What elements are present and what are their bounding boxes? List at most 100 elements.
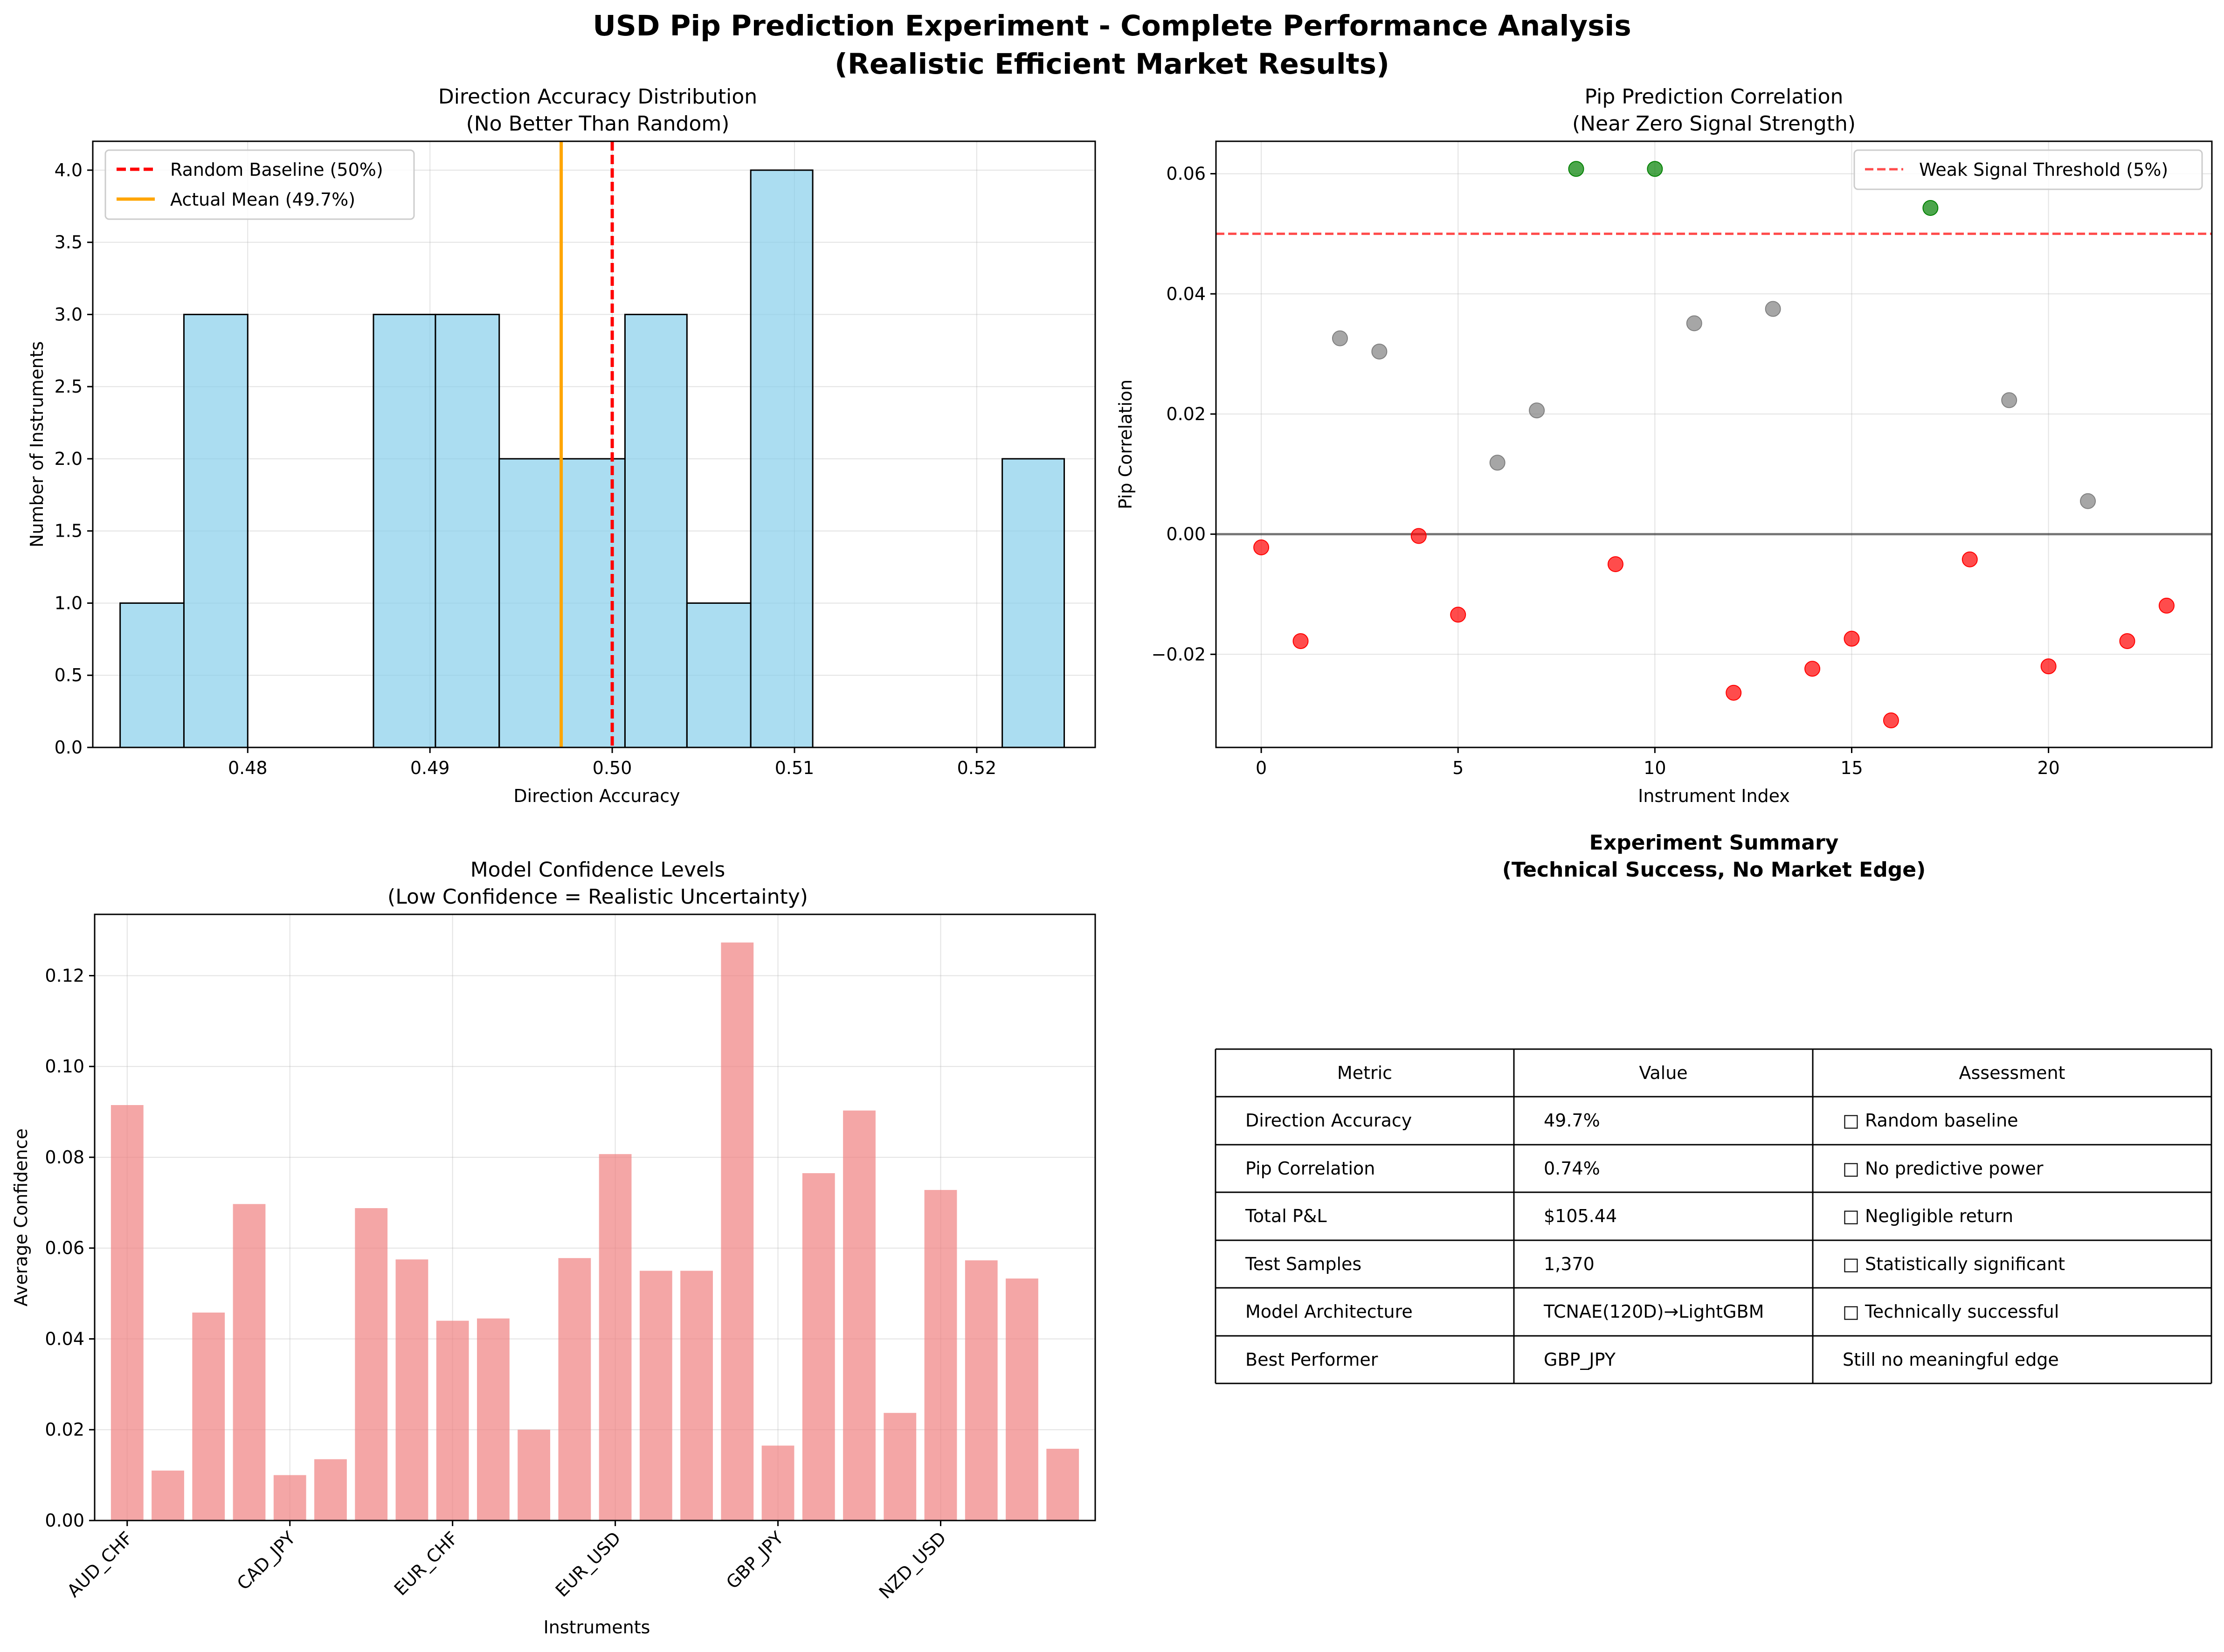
p2-ytick-label: 0.04 (1166, 283, 1206, 304)
p1-ytick-label: 1.0 (55, 593, 83, 613)
p1-hist-bar (560, 458, 626, 748)
p1-hist-bar (183, 313, 249, 748)
p2-xtick-label: 5 (1452, 758, 1464, 778)
p2-point (1647, 161, 1663, 177)
p1-legend: Random Baseline (50%) Actual Mean (49.7%… (104, 149, 415, 220)
table-cell: □ Random baseline (1843, 1110, 2018, 1131)
direction-accuracy-chart: Direction Accuracy Distribution (No Bett… (27, 85, 1096, 806)
p1-ytick-label: 0.5 (55, 665, 83, 685)
table-cell: □ Statistically significant (1843, 1254, 2065, 1274)
table-header-cell: Value (1639, 1063, 1687, 1083)
p3-confidence-bar (355, 1208, 388, 1521)
p1-ytick-label: 1.5 (55, 521, 83, 541)
table-header-cell: Metric (1337, 1063, 1392, 1083)
p3-ytick-label: 0.10 (45, 1056, 84, 1077)
p3-ytick-label: 0.12 (45, 965, 84, 986)
p3-confidence-bar (599, 1154, 632, 1521)
table-cell: 49.7% (1544, 1110, 1600, 1131)
p2-ytick-label: 0.06 (1166, 164, 1206, 184)
p2-legend-label-threshold: Weak Signal Threshold (5%) (1919, 159, 2168, 180)
p2-point (1371, 343, 1388, 359)
p4-title: Experiment Summary (1589, 831, 1839, 855)
p2-point (1962, 551, 1978, 567)
p2-point (1686, 315, 1702, 332)
p2-xtick-label: 0 (1256, 758, 1267, 778)
table-cell: Still no meaningful edge (1843, 1349, 2059, 1370)
summary-table: Metric Value Assessment Direction Accuracy 4… (1215, 1048, 2212, 1384)
p2-xtick-label: 15 (1840, 758, 1863, 778)
p1-ytick-label: 0.0 (55, 737, 83, 758)
p1-title: Direction Accuracy Distribution (438, 85, 757, 109)
p2-reference-lines (1216, 232, 2212, 536)
p3-confidence-bar (273, 1475, 306, 1521)
p2-ytick-label: 0.02 (1166, 404, 1206, 424)
table-cell: 1,370 (1544, 1254, 1595, 1274)
p1-hist-bar (435, 313, 500, 748)
p2-point (1332, 330, 1348, 346)
p1-legend-label-baseline: Random Baseline (50%) (170, 159, 383, 180)
p3-confidence-bar (518, 1430, 551, 1521)
p2-x-ticks: 0 5 10 15 20 (1256, 747, 2060, 778)
p2-point (1607, 556, 1623, 573)
p3-ylabel: Average Confidence (11, 1128, 31, 1306)
p3-confidence-bar (1046, 1449, 1079, 1521)
p2-point (1253, 539, 1270, 555)
p1-axes-frame (92, 140, 1096, 748)
table-cell: GBP_JPY (1544, 1349, 1616, 1370)
p1-reference-lines (559, 141, 614, 747)
p3-confidence-bar (152, 1470, 184, 1521)
p1-ytick-label: 3.0 (55, 304, 83, 325)
p1-legend-box (104, 149, 415, 220)
p1-y-ticks: 0.0 0.5 1.0 1.5 2.0 2.5 3.0 3.5 4.0 (55, 160, 93, 758)
table-cell: □ No predictive power (1843, 1158, 2044, 1179)
p2-points (1253, 161, 2175, 729)
p4-subtitle: (Technical Success, No Market Edge) (1502, 858, 1926, 882)
p1-ylabel: Number of Instruments (27, 341, 47, 547)
p3-ytick-label: 0.04 (45, 1328, 84, 1349)
p1-hist-bar (119, 602, 185, 748)
p3-confidence-bar (395, 1259, 428, 1521)
p2-ytick-label: 0.00 (1166, 524, 1206, 545)
p3-confidence-bar (111, 1105, 144, 1521)
p2-title: Pip Prediction Correlation (1585, 85, 1844, 109)
p3-confidence-bar (192, 1313, 225, 1521)
p1-xtick-label: 0.52 (957, 758, 997, 778)
table-cell: □ Negligible return (1843, 1206, 2013, 1226)
p2-point (1292, 633, 1309, 649)
p2-xtick-label: 10 (1644, 758, 1666, 778)
p2-point (2040, 658, 2057, 675)
p3-title: Model Confidence Levels (470, 858, 725, 882)
p3-confidence-bar (802, 1173, 835, 1521)
p3-confidence-bar (477, 1318, 510, 1521)
p1-hist-bar (373, 313, 436, 748)
p1-xtick-label: 0.49 (410, 758, 450, 778)
p1-hist-bar (624, 313, 688, 748)
table-cell: Pip Correlation (1245, 1158, 1375, 1179)
experiment-summary: Experiment Summary (Technical Success, N… (1215, 831, 2212, 1384)
p3-ytick-label: 0.00 (45, 1510, 84, 1531)
p3-confidence-bar (843, 1110, 876, 1521)
p3-y-ticks: 0.00 0.02 0.04 0.06 0.08 0.10 0.12 (45, 965, 95, 1531)
p1-xtick-label: 0.50 (593, 758, 632, 778)
p1-hist-bar (498, 458, 562, 748)
table-cell: Direction Accuracy (1245, 1110, 1412, 1131)
p3-ytick-label: 0.06 (45, 1238, 84, 1258)
table-cell: TCNAE(120D)→LightGBM (1543, 1301, 1764, 1322)
p3-ytick-label: 0.08 (45, 1147, 84, 1168)
p2-point (1804, 661, 1821, 677)
p1-ytick-label: 3.5 (55, 232, 83, 253)
p1-ytick-label: 2.0 (55, 449, 83, 469)
table-cell: □ Technically successful (1843, 1301, 2059, 1322)
p1-subtitle: (No Better Than Random) (466, 112, 730, 136)
p2-axes-frame (1215, 140, 2213, 748)
p2-ylabel: Pip Correlation (1115, 380, 1136, 509)
p1-xtick-label: 0.48 (228, 758, 268, 778)
p3-subtitle: (Low Confidence = Realistic Uncertainty) (387, 885, 808, 909)
p2-point (1568, 161, 1584, 177)
p2-xtick-label: 20 (2037, 758, 2059, 778)
p3-bars (111, 942, 1079, 1521)
p3-confidence-bar (233, 1204, 266, 1521)
table-cell: Best Performer (1245, 1349, 1378, 1370)
p2-legend: Weak Signal Threshold (5%) (1853, 149, 2203, 190)
